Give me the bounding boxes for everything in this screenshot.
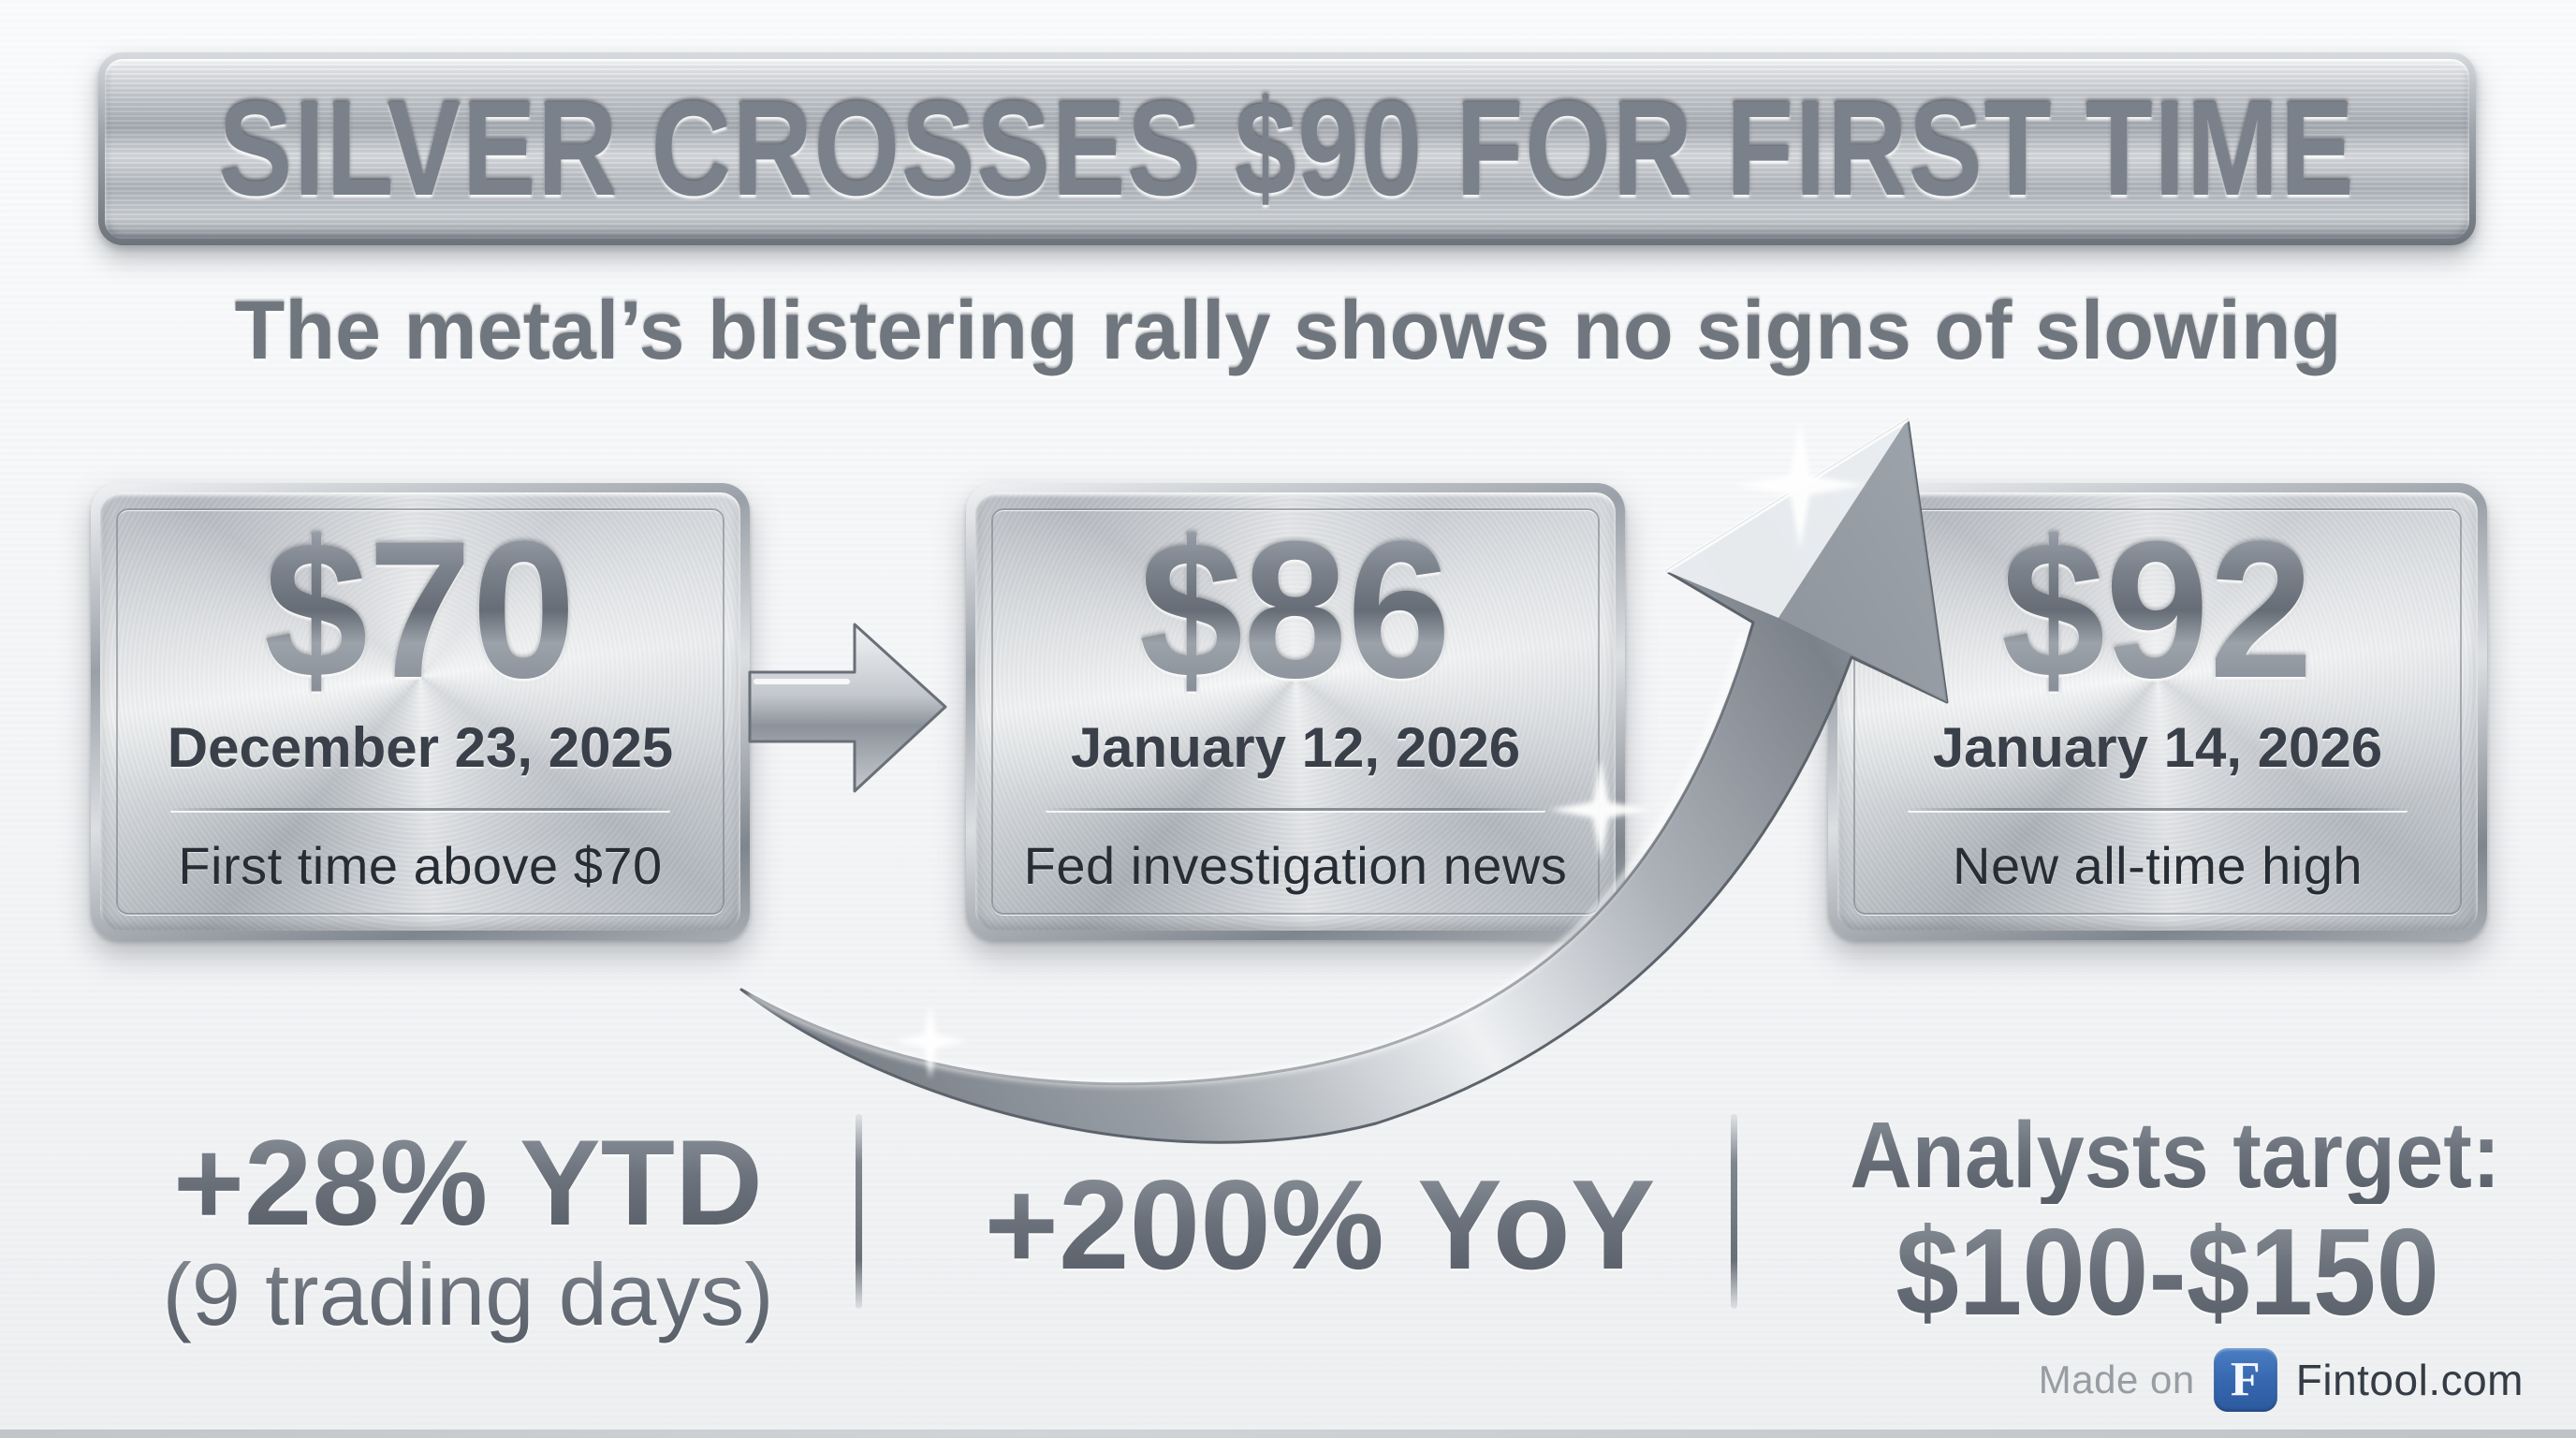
price-note: Fed investigation news [1023, 836, 1568, 896]
stat-yoy: +200% YoY [945, 1161, 1694, 1288]
price-note: First time above $70 [178, 836, 663, 896]
stat-ytd-value: +28% YTD [91, 1122, 845, 1243]
page-title: SILVER CROSSES $90 FOR FIRST TIME [218, 73, 2356, 224]
price-value: $70 [264, 502, 577, 719]
card-divider [1908, 808, 2408, 812]
stat-yoy-value: +200% YoY [945, 1161, 1694, 1288]
title-banner-face: SILVER CROSSES $90 FOR FIRST TIME [105, 59, 2469, 239]
fintool-logo-icon: F [2213, 1348, 2277, 1412]
subtitle: The metal’s blistering rally shows no si… [234, 284, 2342, 376]
price-value: $92 [2001, 502, 2314, 719]
card-divider [1046, 808, 1545, 812]
title-banner: SILVER CROSSES $90 FOR FIRST TIME [98, 52, 2476, 245]
price-date: January 14, 2026 [1932, 716, 2383, 780]
bottom-edge-strip [0, 1430, 2576, 1438]
price-note: New all-time high [1953, 836, 2363, 896]
stat-analyst-range: $100-$150 [1895, 1203, 2440, 1341]
stat-ytd-detail: (9 trading days) [91, 1243, 845, 1347]
timeline-card-92-face: $92 January 14, 2026 New all-time high [1837, 492, 2478, 931]
made-on-label: Made on [2038, 1357, 2195, 1401]
timeline-card-70: $70 December 23, 2025 First time above $… [91, 483, 750, 940]
price-value: $86 [1139, 502, 1452, 719]
attribution-footer: Made on F Fintool.com [2039, 1348, 2524, 1412]
sparkle-icon [893, 1004, 968, 1078]
price-date: January 12, 2026 [1070, 716, 1521, 780]
fintool-brand-label: Fintool.com [2295, 1356, 2524, 1404]
fintool-logo-letter: F [2230, 1353, 2261, 1406]
stat-analyst-target: Analysts target: $100-$150 [1822, 1107, 2514, 1336]
stat-ytd: +28% YTD (9 trading days) [91, 1122, 845, 1347]
price-date: December 23, 2025 [167, 716, 674, 780]
timeline-card-86: $86 January 12, 2026 Fed investigation n… [966, 483, 1625, 940]
timeline-card-86-face: $86 January 12, 2026 Fed investigation n… [975, 492, 1616, 931]
stat-divider [1731, 1114, 1737, 1309]
stat-divider [856, 1114, 862, 1309]
timeline-card-92: $92 January 14, 2026 New all-time high [1828, 483, 2487, 940]
card-divider [170, 808, 670, 812]
right-arrow-icon [748, 623, 947, 793]
timeline-card-70-face: $70 December 23, 2025 First time above $… [100, 492, 740, 931]
stat-analyst-label: Analysts target: [1850, 1103, 2501, 1208]
